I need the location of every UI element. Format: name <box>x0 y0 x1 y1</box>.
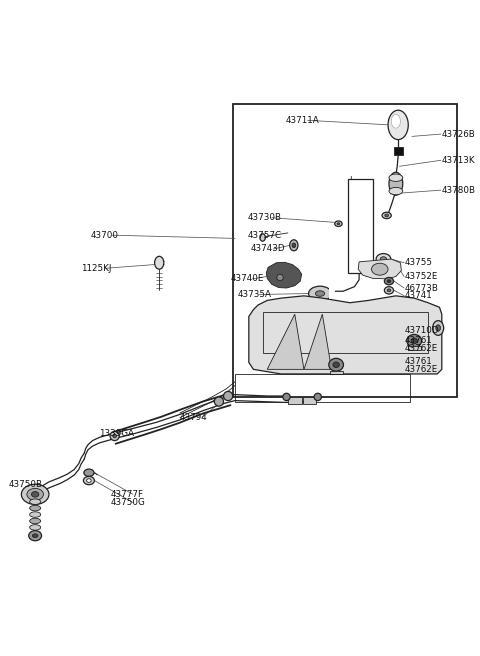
Ellipse shape <box>155 256 164 269</box>
Polygon shape <box>266 262 301 288</box>
Ellipse shape <box>22 484 49 504</box>
Bar <box>233 104 457 397</box>
Text: 43740E: 43740E <box>230 274 264 283</box>
Text: 43757C: 43757C <box>248 231 282 239</box>
Ellipse shape <box>329 358 344 371</box>
Text: 43750B: 43750B <box>9 480 43 489</box>
Ellipse shape <box>387 289 391 292</box>
Ellipse shape <box>380 256 387 261</box>
Ellipse shape <box>407 335 421 347</box>
Ellipse shape <box>30 512 41 518</box>
Bar <box>394 147 403 155</box>
Text: 43735A: 43735A <box>237 290 271 299</box>
Ellipse shape <box>376 254 391 264</box>
Ellipse shape <box>385 214 388 216</box>
Ellipse shape <box>372 263 388 275</box>
Polygon shape <box>358 259 401 279</box>
Text: 43777F: 43777F <box>111 490 144 499</box>
Bar <box>329 289 335 298</box>
Text: 1339GA: 1339GA <box>99 429 134 438</box>
Bar <box>288 397 301 404</box>
Ellipse shape <box>333 362 339 367</box>
Bar <box>408 346 420 350</box>
Ellipse shape <box>309 286 332 301</box>
Ellipse shape <box>113 434 117 438</box>
Text: 43794: 43794 <box>180 413 208 422</box>
Ellipse shape <box>436 325 441 331</box>
Bar <box>235 374 409 401</box>
Text: 43713K: 43713K <box>442 155 475 165</box>
Ellipse shape <box>314 393 322 401</box>
Text: 43762E: 43762E <box>405 344 438 353</box>
Ellipse shape <box>337 223 340 224</box>
Ellipse shape <box>290 240 298 251</box>
Ellipse shape <box>389 188 403 195</box>
Ellipse shape <box>260 234 265 241</box>
Ellipse shape <box>84 469 94 476</box>
Text: 43741: 43741 <box>405 291 433 300</box>
Text: 43750G: 43750G <box>111 498 146 507</box>
Ellipse shape <box>391 114 400 128</box>
Ellipse shape <box>384 277 394 285</box>
Text: 43743D: 43743D <box>251 245 286 253</box>
Ellipse shape <box>387 279 391 283</box>
Ellipse shape <box>32 534 38 537</box>
Ellipse shape <box>277 274 283 281</box>
Ellipse shape <box>388 110 408 140</box>
Ellipse shape <box>30 518 41 523</box>
Text: 43761: 43761 <box>405 337 433 345</box>
Ellipse shape <box>389 174 403 182</box>
Ellipse shape <box>389 173 403 195</box>
Text: 43730B: 43730B <box>248 213 282 222</box>
Ellipse shape <box>30 505 41 511</box>
Polygon shape <box>267 314 304 369</box>
Polygon shape <box>348 178 373 273</box>
Bar <box>303 397 316 404</box>
Text: 43761: 43761 <box>405 357 433 366</box>
Text: 43726B: 43726B <box>442 130 476 138</box>
Ellipse shape <box>30 499 41 504</box>
Text: 43752E: 43752E <box>405 272 438 281</box>
Ellipse shape <box>86 479 91 482</box>
Text: 46773B: 46773B <box>405 283 439 293</box>
Ellipse shape <box>411 338 418 344</box>
Ellipse shape <box>432 321 444 335</box>
Ellipse shape <box>84 476 95 485</box>
Text: 43762E: 43762E <box>405 365 438 374</box>
Ellipse shape <box>335 221 342 226</box>
Text: 43755: 43755 <box>405 258 433 267</box>
Text: 43710D: 43710D <box>405 326 440 335</box>
Text: 1125KJ: 1125KJ <box>81 264 111 273</box>
Ellipse shape <box>382 212 391 218</box>
Ellipse shape <box>32 491 39 497</box>
Polygon shape <box>249 296 442 374</box>
Polygon shape <box>304 314 332 369</box>
Text: 43700: 43700 <box>90 231 118 239</box>
Bar <box>263 312 428 354</box>
Ellipse shape <box>110 432 119 441</box>
Ellipse shape <box>215 397 224 406</box>
Ellipse shape <box>292 243 296 247</box>
Ellipse shape <box>224 392 233 401</box>
Ellipse shape <box>29 531 42 541</box>
Ellipse shape <box>30 525 41 530</box>
Ellipse shape <box>384 287 394 294</box>
Text: 43780B: 43780B <box>442 186 476 195</box>
Ellipse shape <box>27 488 43 501</box>
Bar <box>330 371 343 374</box>
Ellipse shape <box>283 393 290 401</box>
Text: 43711A: 43711A <box>286 116 319 125</box>
Ellipse shape <box>315 291 324 297</box>
